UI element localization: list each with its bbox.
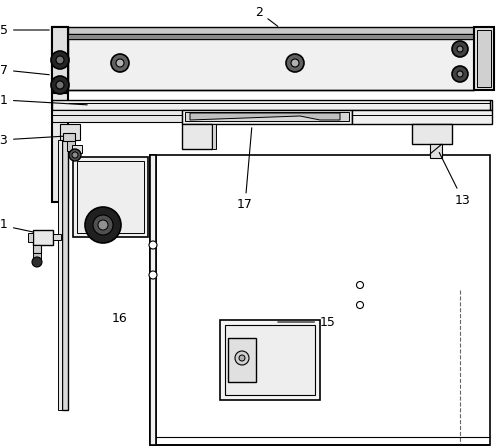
Bar [220, 320, 320, 400]
Bar [58, 140, 62, 410]
Bar [72, 145, 82, 153]
Circle shape [85, 207, 121, 243]
Circle shape [149, 271, 157, 279]
Bar [33, 253, 41, 259]
Circle shape [235, 351, 249, 365]
Circle shape [457, 46, 463, 52]
Bar [182, 110, 352, 124]
Bar [62, 140, 68, 410]
Circle shape [291, 59, 299, 67]
Circle shape [56, 56, 64, 64]
Circle shape [72, 152, 78, 158]
Bar [60, 124, 80, 140]
Text: 13: 13 [0, 134, 64, 146]
Bar [430, 144, 442, 158]
Circle shape [356, 302, 363, 309]
Bar [33, 230, 53, 245]
Text: 7: 7 [0, 64, 49, 77]
Polygon shape [190, 113, 340, 120]
Bar [52, 100, 492, 110]
Bar [228, 338, 256, 382]
Circle shape [111, 54, 129, 72]
Circle shape [116, 59, 124, 67]
Text: 2: 2 [255, 5, 278, 26]
Circle shape [69, 149, 81, 161]
Bar [68, 34, 474, 39]
Text: 15: 15 [278, 315, 336, 328]
Bar [77, 161, 144, 233]
Bar [52, 27, 68, 93]
Circle shape [457, 71, 463, 77]
Circle shape [239, 355, 245, 361]
Circle shape [149, 241, 157, 249]
Bar [212, 124, 216, 149]
Circle shape [98, 220, 108, 230]
Bar [28, 233, 33, 242]
Text: 1: 1 [0, 94, 87, 107]
Circle shape [356, 281, 363, 289]
Bar [477, 30, 491, 87]
Bar [225, 325, 315, 395]
Bar [67, 141, 75, 151]
Bar [33, 245, 41, 253]
Text: 17: 17 [237, 128, 253, 211]
Circle shape [452, 41, 468, 57]
Bar [68, 39, 474, 90]
Circle shape [32, 257, 42, 267]
Bar [73, 157, 148, 237]
Circle shape [56, 81, 64, 89]
Circle shape [286, 54, 304, 72]
Text: 11: 11 [0, 219, 35, 233]
Bar [63, 133, 75, 141]
Bar [185, 112, 349, 121]
Text: 5: 5 [0, 23, 49, 36]
Bar [182, 124, 212, 149]
Bar [150, 155, 490, 445]
Circle shape [51, 51, 69, 69]
Bar [474, 27, 494, 90]
Text: 16: 16 [112, 312, 128, 325]
Bar [150, 155, 156, 445]
Bar [412, 124, 452, 144]
Circle shape [93, 215, 113, 235]
Bar [52, 110, 182, 122]
Circle shape [51, 76, 69, 94]
Bar [352, 110, 492, 124]
Bar [52, 27, 68, 202]
Bar [53, 234, 61, 240]
Text: 13: 13 [439, 152, 471, 207]
Bar [68, 27, 474, 34]
Circle shape [452, 66, 468, 82]
